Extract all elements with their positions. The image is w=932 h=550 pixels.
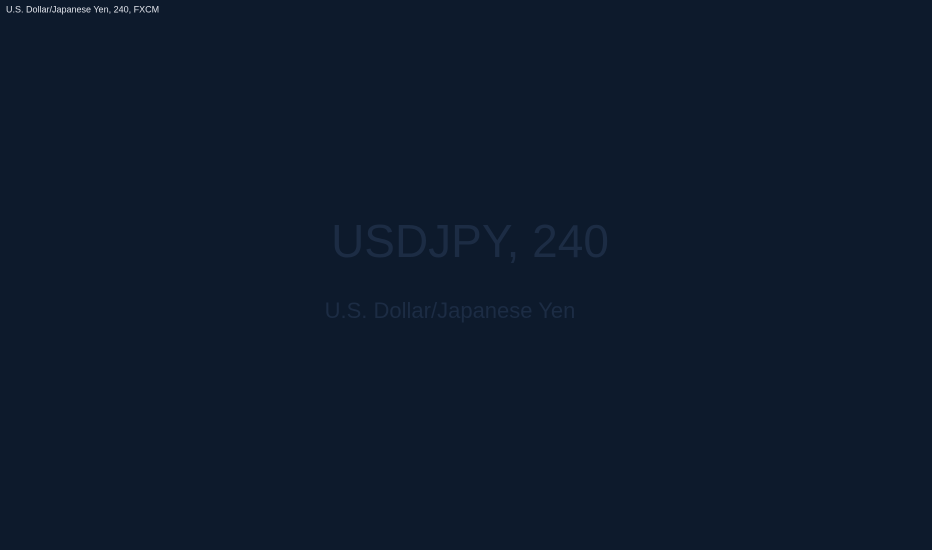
watermark-sub: U.S. Dollar/Japanese Yen	[325, 298, 576, 323]
watermark: USDJPY, 240	[331, 215, 609, 267]
chart-title: U.S. Dollar/Japanese Yen, 240, FXCM	[6, 4, 159, 14]
